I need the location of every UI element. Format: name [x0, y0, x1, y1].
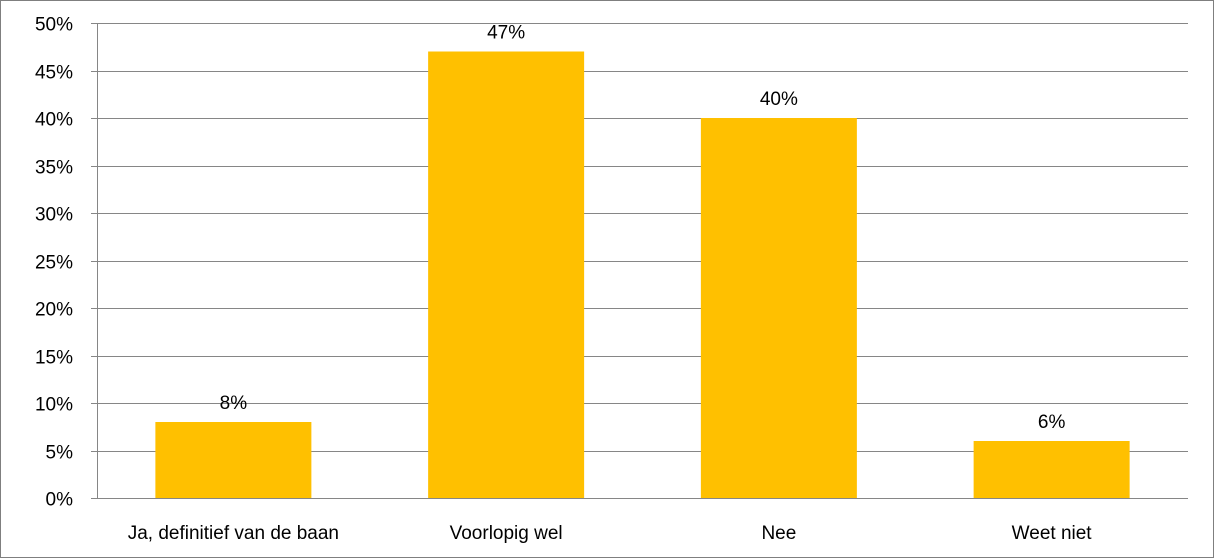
data-label: 47% [487, 23, 525, 44]
y-tick-label: 25% [35, 253, 73, 274]
data-label: 8% [220, 393, 248, 414]
y-tick-label: 30% [35, 205, 73, 226]
y-axis-tick-labels: 0% 5% 10% 15% 20% 25% 30% 35% 40% 45% 50% [35, 15, 73, 511]
y-tick-label: 35% [35, 158, 73, 179]
y-tick-label: 5% [46, 443, 74, 464]
bars [155, 51, 1130, 498]
data-labels: 8% 47% 40% 6% [220, 23, 1066, 434]
y-tick-label: 40% [35, 110, 73, 131]
y-tick-label: 0% [46, 490, 74, 511]
data-label: 6% [1038, 412, 1066, 433]
y-tick-label: 15% [35, 348, 73, 369]
bar [155, 422, 312, 498]
category-label: Weet niet [1012, 523, 1093, 544]
bar [973, 441, 1130, 498]
x-axis-category-labels: Ja, definitief van de baan Voorlopig wel N… [128, 523, 1093, 544]
y-tick-label: 45% [35, 63, 73, 84]
category-label: Nee [761, 523, 796, 544]
y-tick-label: 20% [35, 300, 73, 321]
gridlines [91, 23, 1188, 499]
bar [700, 118, 857, 498]
category-label: Voorlopig wel [450, 523, 563, 544]
y-tick-label: 10% [35, 395, 73, 416]
data-label: 40% [760, 89, 798, 110]
category-label: Ja, definitief van de baan [128, 523, 339, 544]
y-tick-label: 50% [35, 15, 73, 36]
bar [428, 51, 585, 498]
